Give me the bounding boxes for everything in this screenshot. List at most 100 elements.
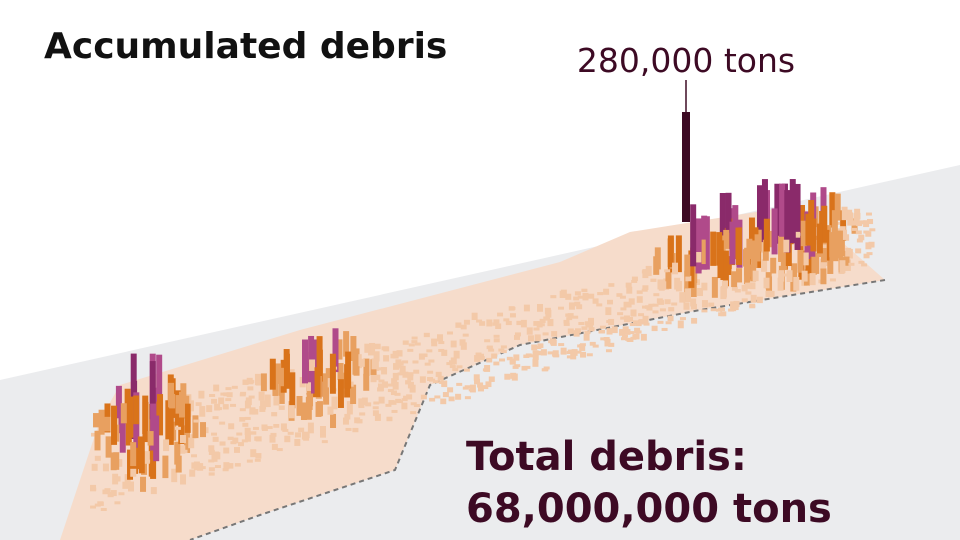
debris-bar (498, 348, 505, 352)
debris-bar (414, 342, 421, 346)
debris-bar (499, 358, 506, 362)
debris-bar (622, 326, 629, 332)
debris-bar (665, 321, 672, 325)
debris-bar (236, 432, 243, 436)
debris-bar (474, 355, 481, 362)
total-value: 68,000,000 tons (466, 486, 832, 532)
debris-bar (488, 348, 495, 352)
debris-bar (432, 380, 439, 384)
debris-bar (104, 488, 111, 494)
debris-bar (94, 455, 101, 461)
debris-bar (578, 321, 585, 325)
debris-bar (574, 328, 581, 334)
debris-bar (105, 436, 112, 458)
debris-bar (855, 248, 862, 254)
debris-bar (592, 344, 599, 348)
debris-bar (866, 252, 873, 256)
debris-bar (534, 334, 541, 342)
debris-bar (350, 384, 357, 405)
debris-bar (133, 395, 140, 425)
debris-bar (180, 474, 187, 485)
debris-bar (163, 439, 170, 452)
debris-bar (372, 406, 379, 410)
debris-bar (718, 312, 725, 317)
debris-bar (820, 268, 827, 285)
debris-bar (672, 262, 679, 275)
debris-bar (363, 373, 370, 391)
debris-bar (345, 427, 352, 431)
debris-bar (371, 358, 378, 370)
debris-bar (130, 442, 137, 467)
debris-bar (300, 402, 307, 421)
debris-bar (765, 290, 772, 297)
debris-bar (793, 276, 800, 291)
debris-bar (869, 228, 876, 232)
debris-bar (411, 340, 418, 344)
debris-bar (801, 270, 808, 282)
debris-bar (463, 319, 470, 325)
debris-bar (581, 288, 588, 293)
debris-bar (701, 282, 708, 291)
debris-bar (423, 332, 430, 338)
debris-bar (652, 303, 659, 307)
debris-bar (691, 317, 698, 324)
debris-bar (616, 293, 623, 297)
debris-bar (374, 413, 381, 421)
debris-bar (320, 431, 327, 438)
debris-bar (810, 218, 817, 252)
debris-bar (413, 369, 420, 374)
debris-bar (392, 372, 399, 381)
debris-bar (208, 459, 215, 463)
debris-bar (638, 319, 645, 323)
debris-bar (250, 431, 257, 435)
debris-bar (695, 218, 702, 274)
debris-bar (752, 270, 759, 282)
debris-bar (805, 213, 812, 246)
debris-bar (344, 413, 351, 420)
debris-bar (510, 372, 517, 379)
debris-bar (278, 405, 285, 410)
debris-bar (584, 331, 591, 335)
debris-bar (273, 395, 280, 406)
debris-bar (749, 282, 756, 290)
debris-bar (552, 350, 559, 358)
debris-bar (690, 303, 697, 310)
debris-bar (768, 230, 775, 248)
debris-bar (392, 350, 399, 359)
debris-bar (399, 365, 406, 373)
debris-bar (731, 271, 738, 288)
debris-bar (771, 208, 778, 255)
debris-bar (260, 400, 267, 410)
debris-bar (102, 463, 109, 472)
debris-bar (865, 242, 872, 250)
debris-bar (289, 372, 296, 409)
debris-bar (604, 339, 611, 347)
debris-bar (214, 452, 221, 460)
debris-bar (717, 249, 724, 279)
debris-bar (674, 277, 681, 290)
debris-bar (387, 389, 394, 393)
debris-bar (397, 361, 404, 366)
debris-bar (575, 350, 582, 354)
debris-bar (426, 349, 433, 353)
debris-bar (563, 319, 570, 324)
debris-bar (865, 231, 872, 237)
debris-bar (93, 413, 100, 428)
debris-bar (260, 373, 267, 392)
debris-bar (211, 398, 218, 404)
debris-bar (295, 432, 302, 438)
debris-bar (188, 437, 195, 449)
debris-bar (688, 250, 695, 288)
debris-bar (302, 339, 309, 384)
debris-bar (484, 365, 491, 372)
debris-bar (531, 344, 538, 351)
debris-bar (140, 476, 147, 492)
debris-bar (91, 432, 98, 437)
debris-bar (495, 323, 502, 329)
debris-bar (657, 320, 664, 324)
debris-bar (856, 238, 863, 243)
debris-bar (175, 455, 182, 473)
debris-bar (537, 303, 544, 312)
debris-bar (442, 392, 449, 398)
debris-bar (403, 395, 410, 399)
